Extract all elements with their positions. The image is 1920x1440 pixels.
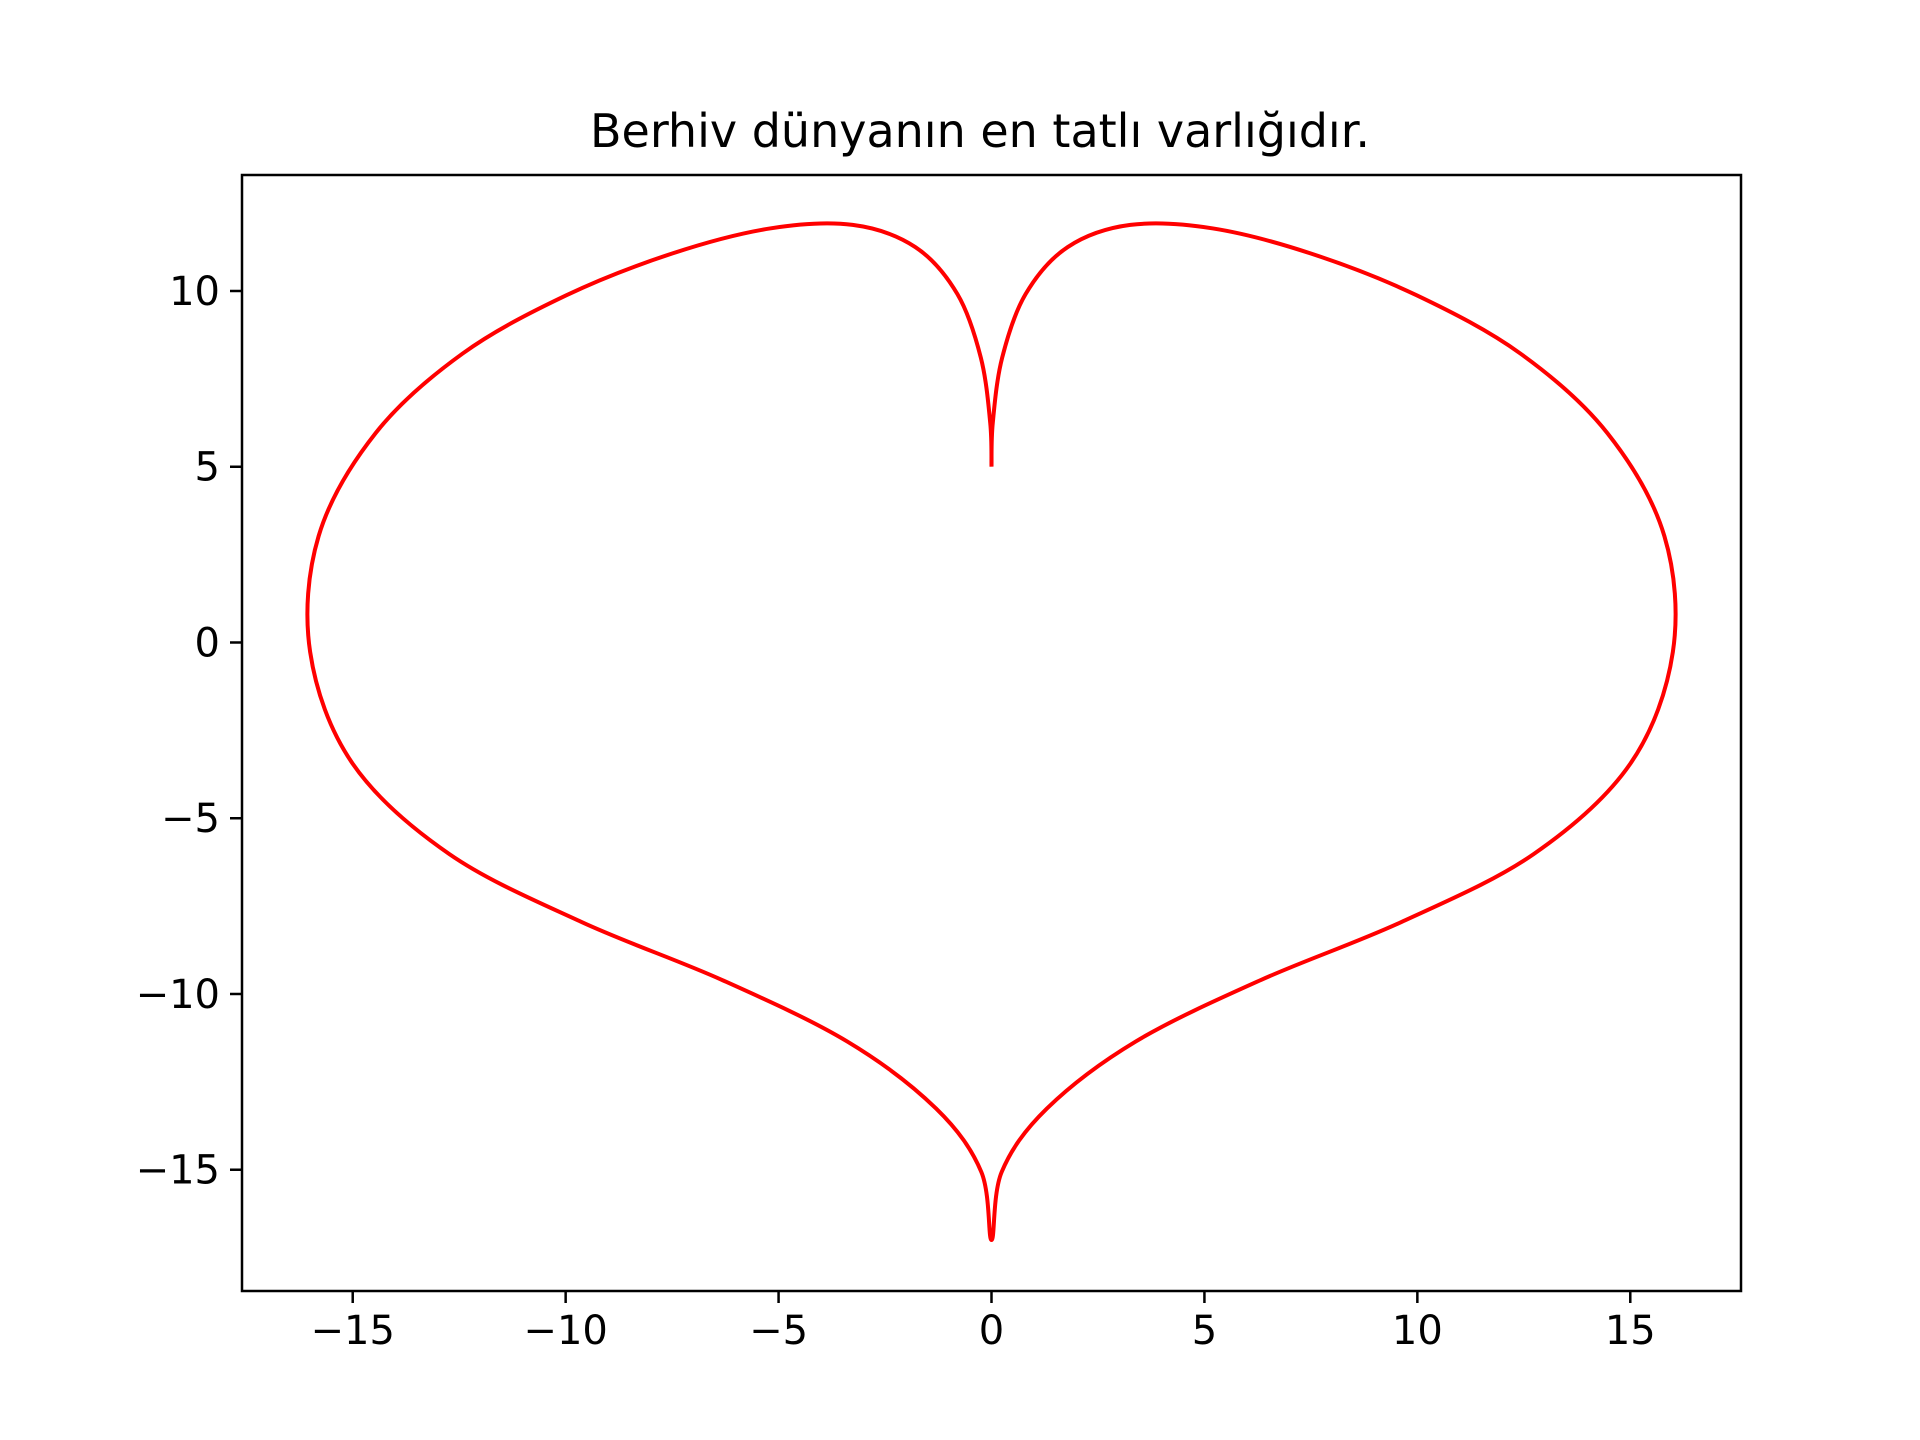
y-axis: −15 −10 −5 0 5 10: [136, 269, 242, 1194]
x-tick-label: 0: [979, 1308, 1004, 1354]
x-tick-label: −10: [523, 1308, 607, 1354]
plot-area: [240, 173, 1743, 1293]
x-tick-label: −5: [749, 1308, 808, 1354]
series-layer: [305, 221, 1678, 1243]
y-tick-label: 10: [169, 269, 220, 315]
x-tick-label: 5: [1192, 1308, 1217, 1354]
axes-frame: [240, 173, 1743, 1293]
y-tick-label: 5: [195, 445, 220, 491]
y-tick-label: −10: [136, 972, 220, 1018]
x-axis: −15 −10 −5 0 5 10 15: [311, 1291, 1656, 1354]
x-tick-label: −15: [311, 1308, 395, 1354]
chart-title: Berhiv dünyanın en tatlı varlığıdır.: [590, 104, 1370, 158]
y-tick-label: −15: [136, 1148, 220, 1194]
y-tick-label: −5: [161, 796, 220, 842]
x-tick-label: 15: [1605, 1308, 1656, 1354]
x-tick-label: 10: [1392, 1308, 1443, 1354]
heart-curve-line: [305, 221, 1678, 1243]
y-tick-label: 0: [195, 620, 220, 666]
